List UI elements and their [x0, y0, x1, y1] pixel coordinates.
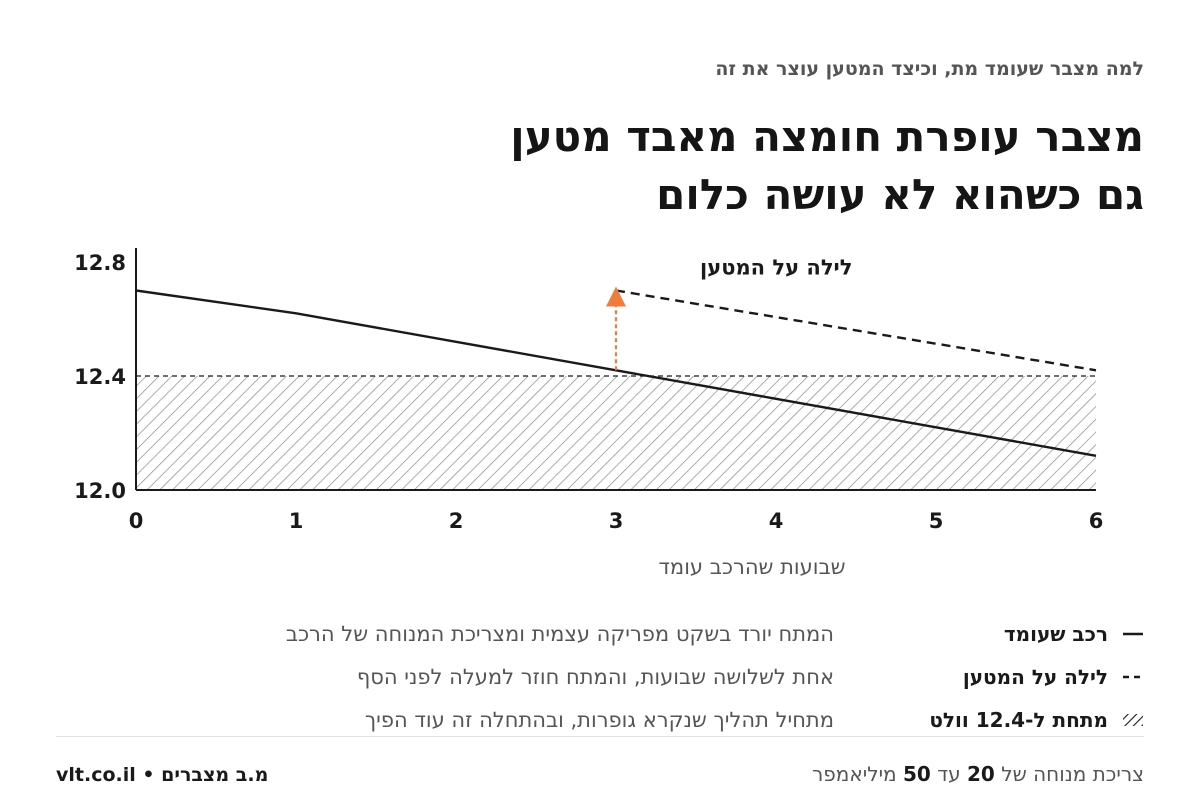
voltage-chart: 12.0 12.4 12.8 0 1 2 3 4 5 6 שבועות שהרכב עומד לילה… — [74, 248, 1104, 579]
legend-label-standing: רכב שעומד — [1003, 621, 1108, 646]
legend-label-below-threshold: מתחת ל-12.4 וולט — [929, 708, 1108, 732]
rest-high-value: 50 — [903, 762, 931, 786]
x-axis-label: שבועות שהרכב עומד — [658, 555, 845, 579]
below-threshold-region — [136, 376, 1096, 490]
legend-key-standing: רכב שעומד — [874, 622, 1144, 646]
rest-prefix: צריכת מנוחה של — [1001, 762, 1144, 786]
legend-label-prefix: מתחת ל- — [1025, 707, 1108, 732]
x-tick-label-5: 5 — [929, 509, 944, 533]
x-tick-label-6: 6 — [1089, 509, 1104, 533]
legend-row-charger: לילה על המטען אחת לשלושה שבועות, והמתח ח… — [54, 655, 1144, 698]
x-tick-label-3: 3 — [609, 509, 624, 533]
rest-unit: מיליאמפר — [812, 762, 897, 786]
legend-label-value: 12.4 — [975, 707, 1026, 732]
title-line-2: גם כשהוא לא עושה כלום — [656, 170, 1144, 219]
legend-key-below-threshold: מתחת ל-12.4 וולט — [874, 708, 1144, 732]
rest-consumption-note: צריכת מנוחה של 20 עד 50 מיליאמפר — [812, 762, 1144, 786]
footer-divider — [56, 736, 1144, 737]
legend-row-standing: רכב שעומד המתח יורד בשקט מפריקה עצמית ומ… — [54, 612, 1144, 655]
kicker: למה מצבר שעומד מת, וכיצד המטען עוצר את ז… — [715, 58, 1144, 80]
y-tick-label-0: 12.0 — [74, 479, 126, 503]
x-tick-label-0: 0 — [129, 509, 144, 533]
hatched-area-icon — [1123, 713, 1143, 726]
page-title: מצבר עופרת חומצה מאבד מטען גם כשהוא לא ע… — [144, 108, 1144, 224]
y-tick-label-1: 12.4 — [74, 365, 126, 389]
rest-low-value: 20 — [967, 762, 995, 786]
rest-mid: עד — [937, 762, 961, 786]
dashed-line-icon — [1123, 675, 1143, 678]
x-tick-label-1: 1 — [289, 509, 304, 533]
legend-key-charger: לילה על המטען — [874, 665, 1144, 689]
brand-name: מ.ב מצברים — [161, 764, 269, 786]
annotation-label: לילה על המטען — [700, 256, 852, 280]
legend-label-suffix: וולט — [929, 707, 969, 732]
x-tick-label-2: 2 — [449, 509, 464, 533]
legend-desc-standing: המתח יורד בשקט מפריקה עצמית ומצריכת המנו… — [285, 621, 834, 646]
separator-dot: • — [142, 764, 155, 786]
legend-row-below-threshold: מתחת ל-12.4 וולט מתחיל תהליך שנקרא גופרו… — [54, 698, 1144, 741]
legend: רכב שעומד המתח יורד בשקט מפריקה עצמית ומ… — [54, 612, 1144, 741]
legend-desc-below-threshold: מתחיל תהליך שנקרא גופרות, ובהתחלה זה עוד… — [364, 707, 834, 732]
site-url: vlt.co.il — [56, 764, 136, 786]
y-tick-label-2: 12.8 — [74, 251, 126, 275]
title-line-1: מצבר עופרת חומצה מאבד מטען — [510, 112, 1144, 161]
brand-credit: vlt.co.il • מ.ב מצברים — [56, 764, 268, 786]
solid-line-icon — [1123, 632, 1143, 635]
series-line-1 — [615, 289, 1097, 372]
legend-desc-charger: אחת לשלושה שבועות, והמתח חוזר למעלה לפני… — [356, 664, 834, 689]
legend-label-charger: לילה על המטען — [962, 664, 1108, 689]
recharge-arrow-head — [606, 286, 626, 307]
x-tick-label-4: 4 — [769, 509, 784, 533]
